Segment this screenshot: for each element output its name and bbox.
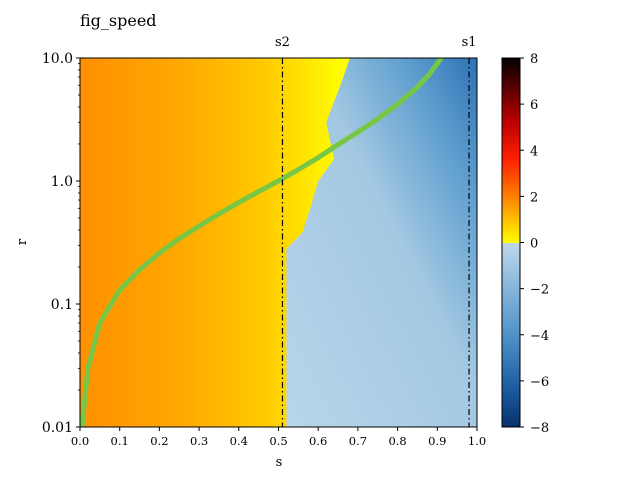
colorbar-tick-label: 2	[530, 190, 538, 205]
colorbar-tick-label: −6	[530, 375, 549, 390]
x-axis: 0.0 0.1 0.2 0.3 0.4 0.5 0.6 0.7 0.8 0.9 1.0	[71, 427, 486, 448]
x-tick-label: 0.8	[388, 434, 406, 448]
negative-region	[286, 58, 477, 427]
colorbar-ticks: 8 6 4 2 0 −2 −4 −6 −8	[520, 52, 549, 436]
colorbar-tick-label: 0	[530, 237, 538, 252]
colorbar: 8 6 4 2 0 −2 −4 −6 −8	[501, 52, 549, 436]
heatmap-area	[80, 58, 477, 427]
x-tick-label: 0.4	[230, 434, 248, 448]
x-axis-label: s	[276, 455, 283, 470]
x-tick-label: 0.3	[190, 434, 208, 448]
x-tick-label: 1.0	[468, 434, 486, 448]
vline-label-s2: s2	[275, 35, 290, 50]
colorbar-tick-label: −8	[530, 421, 549, 436]
colorbar-tick-label: 8	[530, 52, 538, 67]
colorbar-negative	[502, 243, 520, 427]
x-tick-label: 0.6	[309, 434, 327, 448]
vline-label-s1: s1	[462, 35, 477, 50]
colorbar-positive	[502, 58, 520, 243]
colorbar-tick-label: −4	[530, 329, 549, 344]
x-tick-label: 0.7	[349, 434, 367, 448]
vertical-lines: s2 s1	[275, 35, 477, 427]
chart-title: fig_speed	[80, 11, 157, 30]
y-tick-label: 0.1	[51, 297, 73, 313]
x-tick-label: 0.2	[150, 434, 168, 448]
colorbar-tick-label: 4	[530, 144, 538, 159]
y-tick-label: 1.0	[51, 174, 73, 190]
x-tick-label: 0.0	[71, 434, 89, 448]
colorbar-tick-label: 6	[530, 98, 538, 113]
y-tick-label: 0.01	[42, 420, 73, 436]
y-tick-label: 10.0	[42, 51, 73, 67]
y-axis-label: r	[15, 238, 30, 245]
y-axis: 0.01 0.1 1.0 10.0	[42, 51, 80, 436]
x-tick-label: 0.9	[428, 434, 446, 448]
colorbar-tick-label: −2	[530, 283, 549, 298]
x-tick-label: 0.1	[111, 434, 129, 448]
x-tick-label: 0.5	[269, 434, 287, 448]
boundary-curve	[80, 58, 444, 427]
